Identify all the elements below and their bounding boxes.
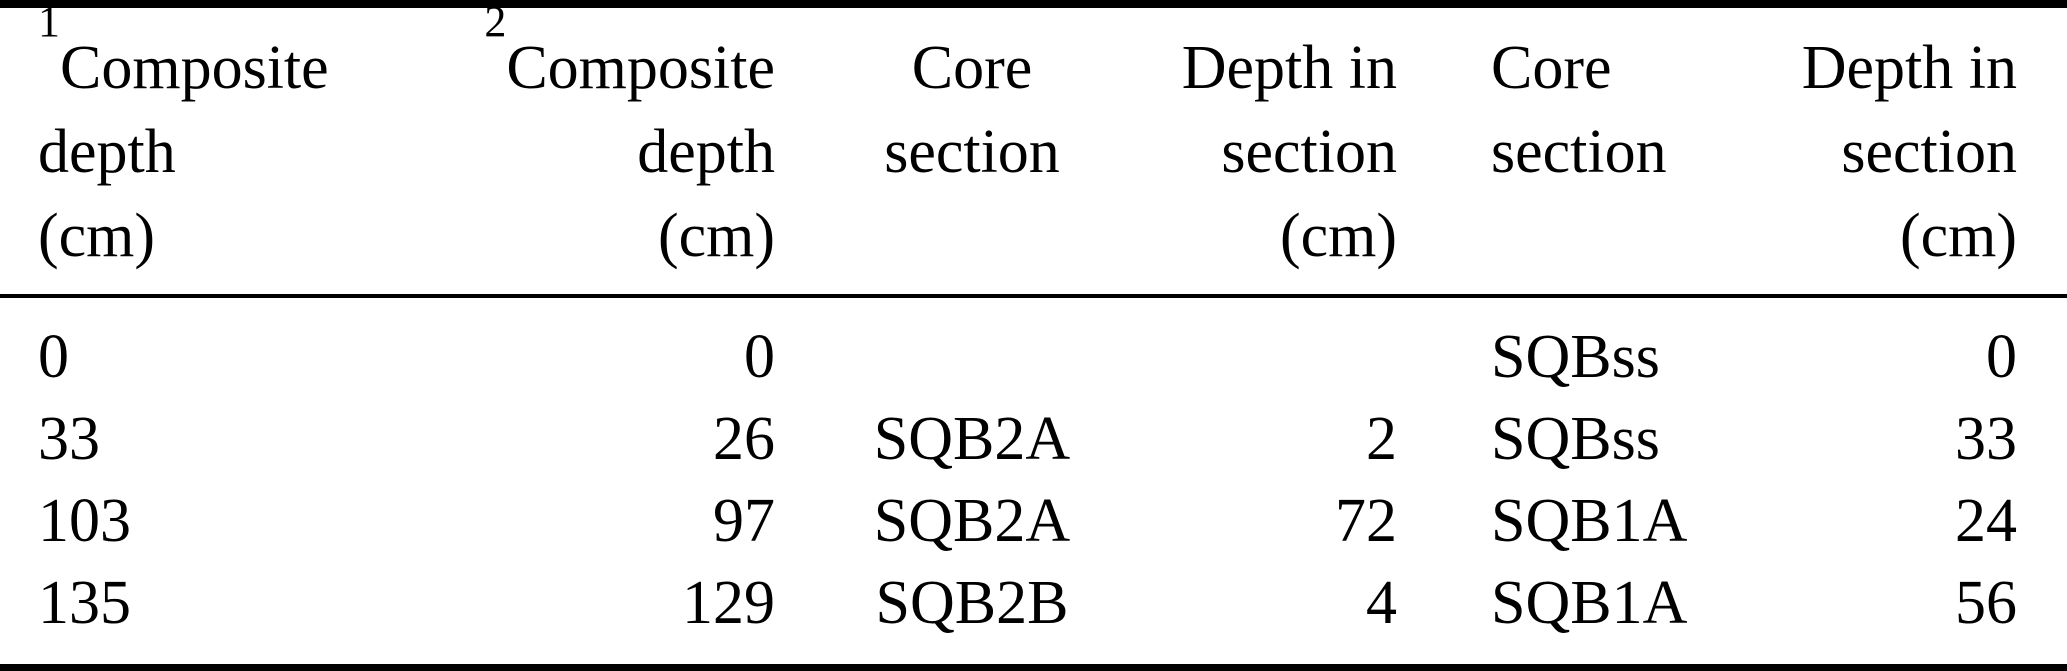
header-line: section bbox=[1720, 110, 2017, 194]
header-line: 1Composite bbox=[38, 0, 360, 110]
header-line: (cm) bbox=[1720, 194, 2017, 278]
col-header-core-section-a: Core section bbox=[775, 4, 1169, 298]
cell-r1-core-section-a bbox=[775, 296, 1169, 398]
header-line: (cm) bbox=[360, 194, 775, 278]
header-line: section bbox=[1491, 110, 1720, 194]
cell-r4-core-section-b: SQB1A bbox=[1397, 562, 1720, 668]
cell-text: 33 bbox=[38, 405, 100, 473]
col-header-depth-in-section-b: Depth in section (cm) bbox=[1720, 4, 2067, 298]
header-line-text: Depth in bbox=[1801, 34, 2017, 102]
col-header-composite-depth-1: 1Composite depth (cm) bbox=[0, 0, 360, 298]
cell-r3-core-section-b: SQB1A bbox=[1397, 480, 1720, 562]
cell-r2-composite-depth-2: 26 bbox=[360, 398, 775, 480]
cell-r4-composite-depth-1: 135 bbox=[0, 562, 360, 668]
table-row-4: 135 129 SQB2B 4 SQB1A 56 bbox=[0, 562, 2067, 668]
cell-r2-core-section-b: SQBss bbox=[1397, 398, 1720, 480]
cell-text: SQB2A bbox=[873, 405, 1071, 473]
header-line-text: (cm) bbox=[657, 202, 775, 270]
cell-r3-composite-depth-1: 103 bbox=[0, 480, 360, 562]
footnote-marker-1: 1 bbox=[38, 0, 60, 47]
cell-r2-depth-in-section-b: 33 bbox=[1720, 398, 2067, 480]
cell-r1-composite-depth-2: 0 bbox=[360, 296, 775, 398]
table-body: 0 0 SQBss 0 33 26 SQB2A 2 SQBss 33 103 97 SQB2A 72 SQB… bbox=[0, 296, 2067, 668]
header-line: depth bbox=[38, 110, 360, 194]
header-line: section bbox=[775, 110, 1169, 194]
cell-text: 26 bbox=[713, 405, 775, 473]
header-line-text: Core bbox=[1491, 34, 1612, 102]
cell-r4-core-section-a: SQB2B bbox=[775, 562, 1169, 668]
cell-text: 56 bbox=[1955, 569, 2017, 637]
cell-r4-composite-depth-2: 129 bbox=[360, 562, 775, 668]
header-line: Depth in bbox=[1720, 26, 2017, 110]
header-line-text: Composite bbox=[60, 34, 329, 102]
cell-r4-depth-in-section-a: 4 bbox=[1169, 562, 1397, 668]
table-row-1: 0 0 SQBss 0 bbox=[0, 296, 2067, 398]
cell-r4-depth-in-section-b: 56 bbox=[1720, 562, 2067, 668]
header-line-text: section bbox=[884, 118, 1060, 186]
header-line: Core bbox=[1491, 26, 1720, 110]
cell-text: 72 bbox=[1335, 487, 1397, 555]
cell-text: SQB2A bbox=[873, 487, 1071, 555]
table-row-3: 103 97 SQB2A 72 SQB1A 24 bbox=[0, 480, 2067, 562]
table-row-2: 33 26 SQB2A 2 SQBss 33 bbox=[0, 398, 2067, 480]
cell-text: SQB1A bbox=[1491, 569, 1688, 637]
cell-r2-composite-depth-1: 33 bbox=[0, 398, 360, 480]
header-line: 2Composite bbox=[360, 0, 775, 110]
cell-text: 24 bbox=[1955, 487, 2017, 555]
cell-text: 103 bbox=[38, 487, 131, 555]
footnote-marker-2: 2 bbox=[484, 0, 507, 47]
cell-text: 2 bbox=[1366, 405, 1397, 473]
header-line: (cm) bbox=[1169, 194, 1397, 278]
header-line-text: depth bbox=[38, 118, 176, 186]
table-header: 1Composite depth (cm) 2Composite depth (cm) Co… bbox=[0, 0, 2067, 298]
header-line-text: depth bbox=[637, 118, 775, 186]
cell-r3-core-section-a: SQB2A bbox=[775, 480, 1169, 562]
header-line: depth bbox=[360, 110, 775, 194]
cell-r3-depth-in-section-b: 24 bbox=[1720, 480, 2067, 562]
cell-r3-composite-depth-2: 97 bbox=[360, 480, 775, 562]
cell-text: 0 bbox=[38, 323, 69, 391]
col-header-composite-depth-2: 2Composite depth (cm) bbox=[360, 0, 775, 298]
cell-text: SQB1A bbox=[1491, 487, 1688, 555]
cell-text: SQBss bbox=[1491, 323, 1660, 391]
cell-r3-depth-in-section-a: 72 bbox=[1169, 480, 1397, 562]
cell-text: SQB2B bbox=[875, 569, 1069, 637]
cell-r2-core-section-a: SQB2A bbox=[775, 398, 1169, 480]
header-line: Core bbox=[775, 26, 1169, 110]
cell-r2-depth-in-section-a: 2 bbox=[1169, 398, 1397, 480]
header-line-text: section bbox=[1221, 118, 1397, 186]
cell-r1-depth-in-section-a bbox=[1169, 296, 1397, 398]
cell-text: 129 bbox=[682, 569, 775, 637]
cell-text: 97 bbox=[713, 487, 775, 555]
header-line-text: (cm) bbox=[1279, 202, 1397, 270]
header-line: (cm) bbox=[38, 194, 360, 278]
header-line-text: section bbox=[1841, 118, 2017, 186]
cell-r1-core-section-b: SQBss bbox=[1397, 296, 1720, 398]
cell-r1-depth-in-section-b: 0 bbox=[1720, 296, 2067, 398]
cell-text: 0 bbox=[1986, 323, 2017, 391]
header-line-text: (cm) bbox=[1899, 202, 2017, 270]
header-line: Depth in bbox=[1169, 26, 1397, 110]
header-line-text: (cm) bbox=[38, 202, 156, 270]
cell-text: SQBss bbox=[1491, 405, 1660, 473]
header-line-text: Core bbox=[911, 34, 1033, 102]
cell-r1-composite-depth-1: 0 bbox=[0, 296, 360, 398]
header-line: section bbox=[1169, 110, 1397, 194]
header-line-text: Composite bbox=[506, 34, 775, 102]
header-line-text: section bbox=[1491, 118, 1667, 186]
cell-text: 0 bbox=[744, 323, 775, 391]
col-header-depth-in-section-a: Depth in section (cm) bbox=[1169, 4, 1397, 298]
col-header-core-section-b: Core section bbox=[1397, 4, 1720, 298]
header-line-text: Depth in bbox=[1181, 34, 1397, 102]
cell-text: 33 bbox=[1955, 405, 2017, 473]
header-row: 1Composite depth (cm) 2Composite depth (cm) Co… bbox=[0, 0, 2067, 298]
cell-text: 4 bbox=[1366, 569, 1397, 637]
cell-text: 135 bbox=[38, 569, 131, 637]
